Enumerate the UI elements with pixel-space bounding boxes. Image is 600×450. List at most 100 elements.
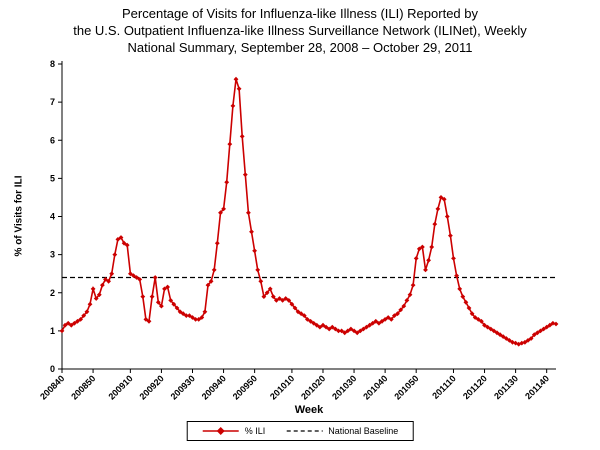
data-point: [345, 328, 351, 334]
y-tick-label: 0: [50, 364, 55, 374]
data-point: [314, 322, 320, 328]
data-point: [298, 311, 304, 317]
data-point: [196, 317, 202, 322]
data-point: [134, 275, 139, 280]
data-point: [171, 301, 177, 307]
data-point: [230, 103, 236, 109]
data-point: [289, 301, 295, 307]
data-point: [441, 196, 447, 202]
data-point: [128, 271, 133, 277]
x-tick-label: 200910: [106, 373, 134, 401]
data-point: [202, 309, 208, 315]
y-tick-label: 7: [50, 97, 55, 107]
data-point: [457, 286, 463, 292]
data-point: [81, 313, 87, 318]
x-tick-label: 200950: [231, 373, 259, 401]
data-point: [165, 284, 170, 290]
x-tick-label: 200930: [169, 373, 197, 401]
data-point: [180, 311, 186, 317]
legend-label-ili: % ILI: [244, 426, 266, 436]
y-axis: 0 1 2 3 4 5 6 7 8: [50, 59, 62, 374]
data-point: [155, 299, 161, 305]
data-point: [246, 210, 251, 216]
data-point: [115, 237, 121, 242]
data-point: [538, 328, 543, 334]
data-point: [531, 332, 537, 338]
data-point: [336, 328, 341, 334]
x-tick-label: 200940: [200, 373, 228, 401]
data-point: [432, 221, 438, 227]
data-point: [507, 338, 512, 343]
data-point: [535, 330, 540, 336]
data-point: [379, 318, 385, 324]
data-point: [68, 322, 74, 328]
data-point: [65, 320, 71, 326]
data-point: [376, 320, 382, 326]
data-point: [218, 210, 223, 216]
data-point: [354, 330, 360, 336]
data-point: [168, 298, 174, 303]
data-point: [305, 317, 310, 322]
data-point: [404, 298, 410, 303]
data-point: [522, 339, 528, 345]
data-point: [413, 256, 419, 261]
data-point: [429, 244, 435, 250]
data-point: [277, 296, 282, 301]
data-point: [137, 277, 143, 282]
data-point: [286, 298, 292, 303]
data-point: [385, 315, 391, 320]
y-tick-label: 3: [50, 250, 55, 260]
data-point: [283, 296, 289, 301]
data-point: [339, 328, 344, 334]
y-tick-label: 2: [50, 288, 55, 298]
data-point: [466, 305, 472, 311]
data-point: [451, 256, 456, 261]
data-point: [236, 86, 242, 92]
data-point: [280, 298, 285, 303]
data-point: [308, 318, 313, 324]
x-tick-label: 201120: [461, 373, 489, 401]
data-point: [320, 322, 326, 328]
data-point: [500, 334, 506, 339]
data-point: [333, 326, 338, 332]
data-point: [454, 273, 459, 278]
data-point: [460, 294, 466, 299]
data-point: [544, 324, 550, 330]
data-point: [292, 305, 298, 311]
data-point: [342, 330, 348, 336]
data-point: [444, 214, 450, 219]
legend-item-baseline: National Baseline: [285, 426, 398, 436]
legend-label-baseline: National Baseline: [328, 426, 399, 436]
data-point: [131, 273, 136, 278]
data-point: [224, 179, 230, 185]
data-point: [497, 332, 503, 338]
data-point: [208, 278, 214, 284]
data-point: [364, 324, 369, 330]
baseline-legend-swatch: [286, 430, 323, 432]
data-point: [472, 315, 478, 320]
data-point: [143, 317, 149, 322]
data-point: [72, 320, 77, 326]
x-tick-label: 201030: [330, 373, 358, 401]
data-point: [426, 257, 431, 263]
data-point: [239, 134, 245, 139]
data-point: [463, 299, 469, 305]
data-point: [382, 317, 388, 322]
data-point: [227, 141, 233, 147]
data-point: [491, 328, 497, 334]
y-tick-label: 4: [50, 212, 55, 222]
ili-line: [61, 79, 557, 346]
data-point: [87, 301, 93, 307]
data-point: [146, 318, 152, 324]
data-point: [547, 322, 553, 328]
y-tick-label: 5: [50, 173, 55, 183]
axes: [61, 61, 556, 370]
data-point: [190, 315, 195, 320]
data-point: [90, 286, 96, 292]
data-point: [317, 324, 323, 330]
chart-title: Percentage of Visits for Influenza-like …: [0, 5, 600, 56]
data-point: [258, 278, 264, 284]
data-point: [438, 195, 444, 200]
